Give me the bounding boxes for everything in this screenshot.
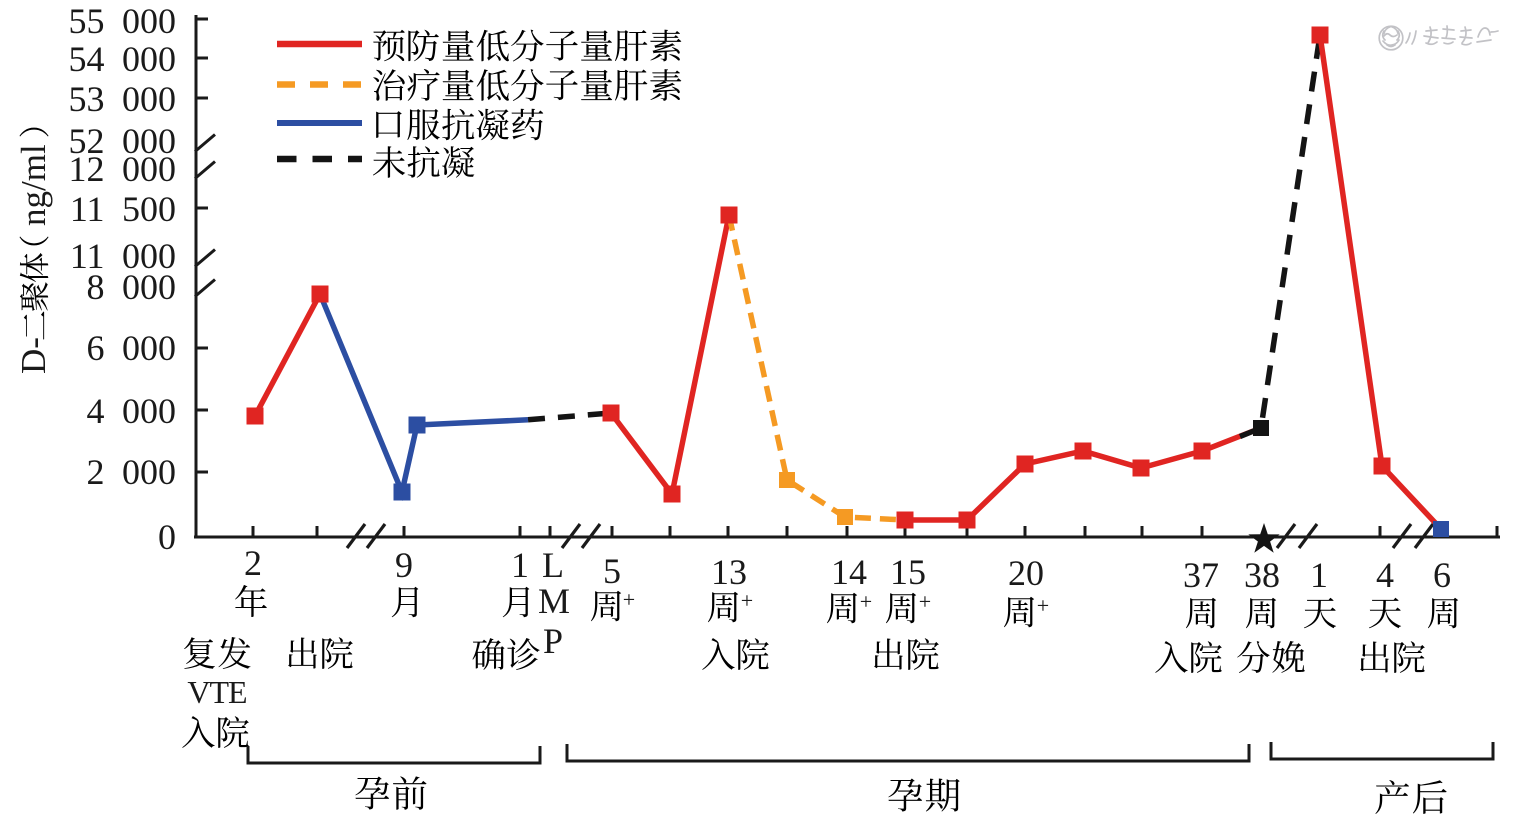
svg-text:+: + [860, 589, 872, 614]
svg-text:+: + [623, 587, 635, 612]
svg-text:+: + [1037, 593, 1049, 618]
svg-text:6: 6 [1433, 555, 1451, 595]
svg-text:11 000: 11 000 [70, 236, 176, 276]
svg-text:4 000: 4 000 [87, 391, 177, 431]
svg-text:12 000: 12 000 [69, 149, 177, 189]
svg-text:P: P [543, 621, 563, 661]
svg-text:55 000: 55 000 [69, 1, 177, 41]
svg-text:53 000: 53 000 [69, 79, 177, 119]
svg-text:54 000: 54 000 [69, 39, 177, 79]
svg-text:0: 0 [158, 517, 176, 557]
svg-text:6 000: 6 000 [87, 328, 177, 368]
svg-text:5: 5 [603, 551, 621, 591]
svg-text:1: 1 [511, 545, 529, 585]
svg-text:14: 14 [831, 552, 867, 592]
svg-text:2 000: 2 000 [87, 452, 177, 492]
svg-text:38: 38 [1244, 555, 1280, 595]
svg-text:9: 9 [395, 545, 413, 585]
svg-text:4: 4 [1376, 555, 1394, 595]
svg-text:8 000: 8 000 [87, 267, 177, 307]
svg-text:+: + [741, 588, 753, 613]
svg-text:37: 37 [1183, 555, 1219, 595]
svg-text:2: 2 [244, 543, 262, 583]
svg-text:VTE: VTE [187, 674, 246, 710]
svg-text:15: 15 [890, 552, 926, 592]
svg-text:1: 1 [1310, 555, 1328, 595]
svg-text:D-: D- [14, 337, 53, 374]
svg-text:M: M [538, 581, 570, 621]
svg-text:52 000: 52 000 [69, 121, 177, 161]
svg-text:L: L [542, 545, 564, 585]
svg-text:13: 13 [711, 552, 747, 592]
svg-text:+: + [919, 589, 931, 614]
svg-text:11 500: 11 500 [70, 189, 176, 229]
svg-text:20: 20 [1008, 553, 1044, 593]
svg-text:ng/ml: ng/ml [14, 144, 53, 226]
